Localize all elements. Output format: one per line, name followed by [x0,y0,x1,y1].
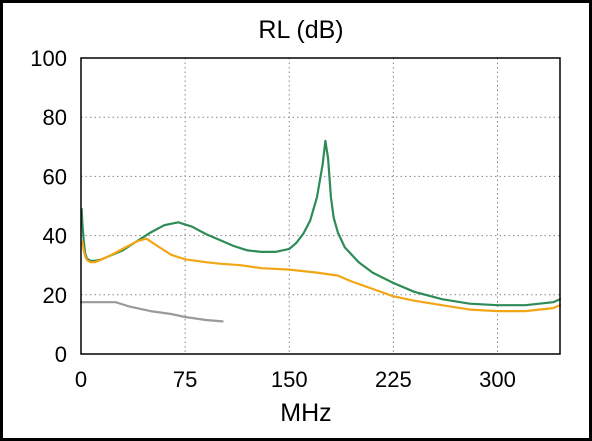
line-chart: 0 20 40 60 80 100 0 75 150 225 300 RL (dB) MHz [30,16,562,427]
y-tick-label: 60 [43,164,67,189]
y-tick-label: 100 [30,46,67,71]
series-line-3 [79,301,224,323]
x-tick-label: 150 [271,367,308,392]
series-layer [79,139,562,323]
chart-title: RL (dB) [258,16,343,44]
tick-labels: 0 20 40 60 80 100 0 75 150 225 300 [30,46,516,392]
x-tick-label: 75 [173,367,197,392]
series-line-1 [80,139,562,307]
y-tick-label: 0 [55,342,67,367]
x-tick-label: 300 [479,367,516,392]
series-line-2 [81,237,562,313]
x-tick-label: 225 [375,367,412,392]
x-tick-label: 0 [75,367,87,392]
y-tick-label: 20 [43,283,67,308]
plot-area-border [80,57,561,355]
y-tick-label: 80 [43,105,67,130]
y-tick-label: 40 [43,224,67,249]
x-axis-label: MHz [280,399,331,427]
